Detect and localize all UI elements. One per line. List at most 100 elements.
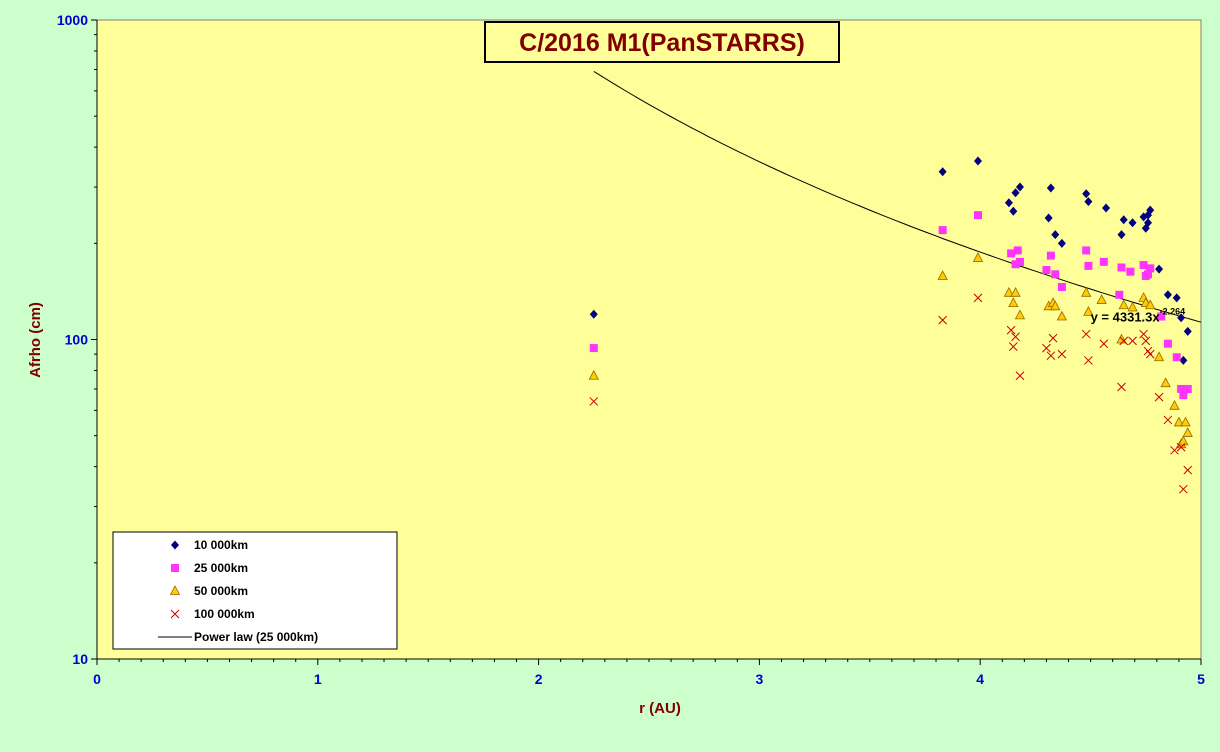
data-points-group <box>588 156 1193 494</box>
data-point <box>1182 427 1193 437</box>
data-point <box>1042 266 1051 275</box>
data-point <box>1183 384 1192 393</box>
data-point <box>1117 382 1126 392</box>
data-point <box>1183 465 1193 475</box>
data-point <box>1153 351 1165 362</box>
data-point <box>1145 349 1155 359</box>
data-point <box>1117 263 1126 272</box>
data-point <box>589 309 598 319</box>
data-point <box>1014 309 1026 320</box>
y-axis-title: Afrho (cm) <box>27 302 44 378</box>
data-point <box>938 315 948 325</box>
legend-label: 25 000km <box>194 561 248 575</box>
data-point <box>1099 257 1108 266</box>
data-point <box>1177 384 1186 393</box>
legend-label: 100 000km <box>194 607 255 621</box>
data-point <box>1009 206 1018 216</box>
data-point <box>1128 218 1137 228</box>
data-point <box>1176 442 1186 452</box>
data-point <box>1139 261 1148 270</box>
data-point <box>972 252 984 262</box>
data-point <box>1057 349 1067 359</box>
power-law-fit-line <box>593 70 1202 323</box>
data-point <box>1160 377 1171 388</box>
data-point <box>938 226 947 235</box>
data-point <box>1081 329 1091 339</box>
axes: 0 1 2 3 4 5 10 100 1000 <box>57 12 1205 687</box>
data-point <box>1056 310 1068 321</box>
data-point <box>1082 246 1091 255</box>
data-point <box>1169 399 1180 410</box>
x-axis-title: r (AU) <box>639 700 681 717</box>
data-point <box>1011 260 1020 269</box>
data-point <box>1015 371 1025 381</box>
data-point <box>1099 339 1109 349</box>
legend-label: 50 000km <box>194 584 248 598</box>
data-point <box>1051 230 1060 240</box>
legend: 10 000km 25 000km 50 000km 100 000km Power l… <box>112 531 398 650</box>
data-point <box>1170 445 1179 455</box>
data-point <box>1048 333 1058 343</box>
legend-box <box>112 531 398 650</box>
data-point <box>1083 306 1094 316</box>
data-point <box>973 211 982 220</box>
data-point <box>1046 251 1055 260</box>
data-point <box>1177 313 1186 323</box>
data-point <box>973 293 983 303</box>
legend-marker <box>169 585 181 595</box>
data-point <box>973 156 982 166</box>
legend-marker <box>170 609 180 619</box>
y-tick-label: 1000 <box>57 12 88 28</box>
x-tick-label: 5 <box>1197 671 1205 687</box>
data-point <box>1172 293 1181 303</box>
data-point <box>1146 205 1155 215</box>
y-tick-label: 100 <box>65 332 89 348</box>
chart-title: C/2016 M1(PanSTARRS) <box>519 29 805 57</box>
data-point <box>1011 332 1020 342</box>
data-point <box>1144 218 1153 228</box>
data-point <box>1146 264 1155 273</box>
data-point <box>1013 246 1022 255</box>
data-point <box>1117 230 1126 240</box>
data-point <box>1057 238 1066 248</box>
data-point <box>1011 188 1020 198</box>
fit-equation-exponent: -2.264 <box>1160 307 1186 317</box>
data-point <box>1102 203 1111 213</box>
data-point <box>1118 299 1129 310</box>
data-point <box>1157 312 1166 321</box>
data-point <box>1008 342 1018 351</box>
data-point <box>1082 189 1091 199</box>
data-point <box>1015 257 1024 266</box>
data-point <box>1141 336 1151 346</box>
data-point <box>1084 356 1093 365</box>
data-point <box>1096 294 1107 304</box>
data-point <box>1179 391 1188 400</box>
data-point <box>1003 286 1015 297</box>
fit-equation-base: y = 4331.3x <box>1091 310 1161 325</box>
x-tick-label: 4 <box>976 671 984 687</box>
data-point <box>1084 261 1093 270</box>
data-point <box>589 397 599 406</box>
data-point <box>1046 351 1056 361</box>
data-point <box>1010 286 1021 297</box>
data-point <box>1180 416 1191 427</box>
data-point <box>1006 325 1016 335</box>
data-point <box>1154 392 1164 402</box>
data-point <box>1128 336 1137 346</box>
legend-marker <box>171 564 179 572</box>
legend-label: 10 000km <box>194 538 248 552</box>
data-point <box>1081 286 1092 297</box>
x-tick-label: 1 <box>314 671 322 687</box>
data-point <box>1015 182 1024 192</box>
data-point <box>1044 213 1053 223</box>
data-point <box>1144 270 1153 279</box>
data-point <box>1155 264 1164 274</box>
data-point <box>1163 415 1173 425</box>
data-point <box>588 369 599 380</box>
y-tick-label: 10 <box>72 651 88 667</box>
data-point <box>1119 336 1129 346</box>
data-point <box>1115 290 1124 299</box>
data-point <box>1127 301 1138 312</box>
legend-label: Power law (25 000km) <box>194 630 318 644</box>
